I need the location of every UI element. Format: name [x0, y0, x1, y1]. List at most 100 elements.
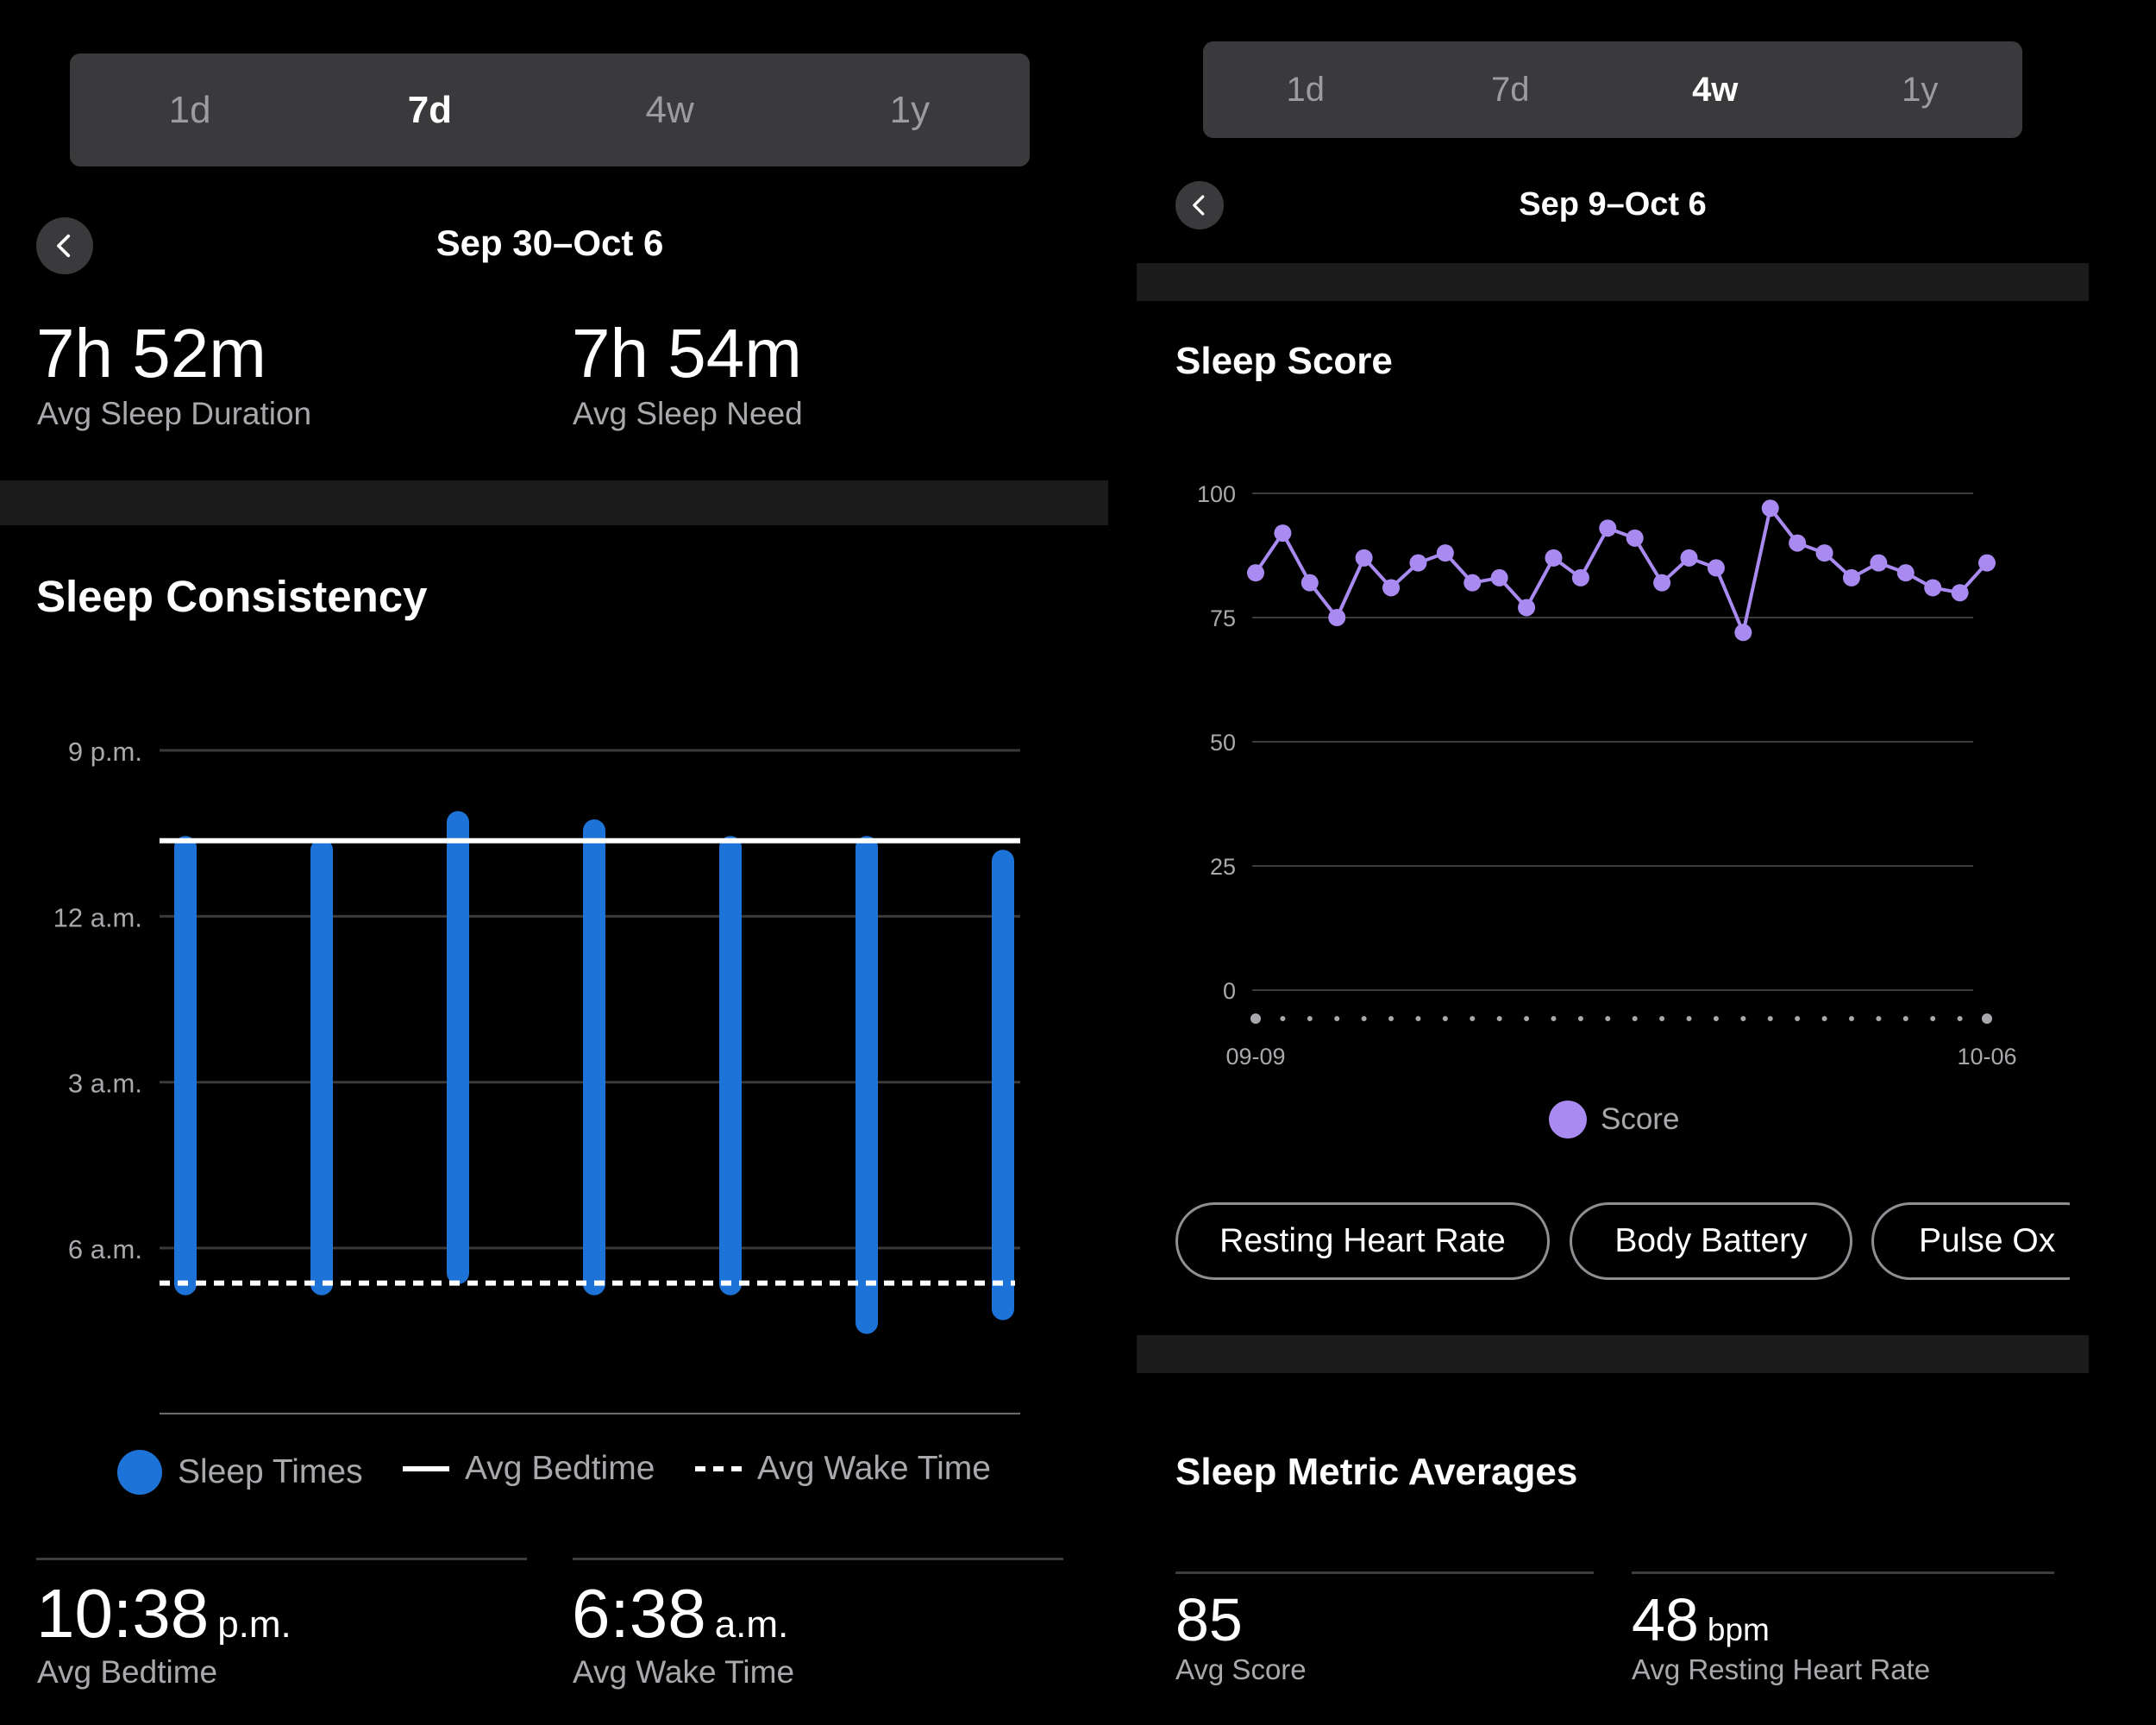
x-tick-dot — [1686, 1016, 1692, 1021]
score-point — [1734, 624, 1752, 642]
filter-pill-resting-heart-rate[interactable]: Resting Heart Rate — [1175, 1202, 1550, 1280]
right-panel: 1d 7d 4w 1y Sep 9–Oct 6 Sleep Score 0 25 5… — [1137, 0, 2156, 1725]
tab-1d[interactable]: 1d — [1286, 70, 1326, 109]
x-tick-dot — [1713, 1016, 1719, 1021]
legend-label: Avg Bedtime — [465, 1450, 655, 1487]
score-point — [1896, 564, 1915, 582]
score-point — [1924, 579, 1942, 597]
filter-pill-body-battery[interactable]: Body Battery — [1570, 1202, 1852, 1280]
avg-sleep-duration-value: 7h 52m — [36, 315, 266, 392]
legend-avg-bedtime: Avg Bedtime — [403, 1450, 655, 1488]
x-tick-dot — [1307, 1016, 1313, 1021]
tab-4w[interactable]: 4w — [645, 88, 694, 131]
chevron-left-icon — [57, 234, 71, 258]
date-range: Sep 9–Oct 6 — [1519, 186, 1707, 223]
tab-7d[interactable]: 7d — [1491, 70, 1530, 109]
sleep-score-chart: 0 25 50 75 100 09-09 10-06 — [1197, 481, 2017, 1070]
avg-sleep-need-label: Avg Sleep Need — [573, 396, 803, 431]
x-tick-dot — [1902, 1016, 1908, 1021]
score-point — [1409, 554, 1427, 572]
legend-swatch-dot — [117, 1450, 162, 1495]
score-point — [1463, 574, 1482, 592]
section-title: Sleep Score — [1175, 340, 1393, 382]
avg-bedtime-value: 10:38 p.m. — [36, 1574, 291, 1653]
x-tick-dot — [1442, 1016, 1448, 1021]
back-button[interactable] — [1175, 181, 1224, 229]
x-tick-dot — [1496, 1016, 1502, 1021]
x-tick-dot — [1821, 1016, 1827, 1021]
avg-bedtime-unit: p.m. — [217, 1603, 291, 1646]
y-tick-label: 9 p.m. — [68, 737, 142, 767]
avg-sleep-duration-label: Avg Sleep Duration — [37, 396, 312, 431]
legend-score: Score — [1549, 1101, 1679, 1138]
x-tick-dot — [1957, 1016, 1963, 1021]
date-range: Sep 30–Oct 6 — [436, 223, 664, 263]
score-line — [1254, 506, 1989, 635]
score-point — [1789, 534, 1807, 552]
score-point — [1274, 524, 1292, 543]
avg-wake-time-time: 6:38 — [572, 1575, 706, 1652]
divider-line — [36, 1558, 527, 1560]
y-tick-label: 12 a.m. — [53, 902, 142, 932]
tab-1y[interactable]: 1y — [889, 88, 931, 131]
y-tick-label: 50 — [1210, 730, 1236, 756]
tab-4w[interactable]: 4w — [1692, 70, 1739, 109]
section-title: Sleep Consistency — [36, 572, 428, 621]
x-tick-dot — [1982, 1013, 1992, 1024]
x-tick-label: 09-09 — [1225, 1044, 1285, 1070]
y-tick-label: 25 — [1210, 854, 1236, 880]
legend-swatch-dashed — [695, 1466, 742, 1471]
sleep-consistency-chart: 9 p.m.12 a.m.3 a.m.6 a.m.09-3010-06 — [53, 737, 1020, 1414]
avg-wake-time-value: 6:38 a.m. — [572, 1574, 788, 1653]
score-point — [1490, 568, 1508, 586]
avg-resting-heart-rate-unit: bpm — [1707, 1612, 1770, 1647]
avg-bedtime-time: 10:38 — [36, 1575, 210, 1652]
score-point — [1978, 554, 1996, 572]
score-point — [1436, 544, 1454, 562]
x-tick-dot — [1659, 1016, 1665, 1021]
score-point — [1761, 499, 1779, 518]
x-tick-dot — [1388, 1016, 1395, 1021]
score-point — [1653, 574, 1671, 592]
x-tick-dot — [1280, 1016, 1286, 1021]
metrics-title: Sleep Metric Averages — [1175, 1451, 1578, 1493]
avg-score-value: 85 — [1175, 1585, 1243, 1654]
avg-wake-time-unit: a.m. — [714, 1603, 789, 1646]
left-panel: 1d 7d 4w 1y Sep 30–Oct 6 7h 52m Avg Slee… — [0, 53, 1108, 1690]
x-tick-dot — [1767, 1016, 1773, 1021]
tab-7d[interactable]: 7d — [407, 88, 453, 131]
x-tick-dot — [1795, 1016, 1801, 1021]
x-tick-dot — [1632, 1016, 1638, 1021]
avg-resting-heart-rate-number: 48 — [1632, 1586, 1699, 1653]
chevron-left-icon — [1193, 195, 1205, 216]
y-tick-label: 100 — [1197, 481, 1236, 507]
filter-pill-pulse-ox[interactable]: Pulse Ox — [1871, 1202, 2070, 1280]
x-tick-dot — [1250, 1013, 1261, 1024]
y-tick-label: 0 — [1223, 978, 1236, 1004]
score-point — [1870, 554, 1888, 572]
x-tick-dot — [1577, 1016, 1583, 1021]
score-point — [1300, 574, 1319, 592]
x-tick-dot — [1524, 1016, 1530, 1021]
y-tick-label: 6 a.m. — [68, 1234, 142, 1264]
tab-1d[interactable]: 1d — [168, 88, 211, 131]
legend-sleep-times: Sleep Times — [117, 1450, 363, 1495]
legend-swatch-dot — [1549, 1101, 1587, 1138]
legend-avg-wake-time: Avg Wake Time — [695, 1450, 991, 1488]
section-divider — [0, 480, 1108, 525]
y-tick-label: 3 a.m. — [68, 1069, 142, 1099]
section-divider — [1137, 1335, 2089, 1373]
section-divider — [1137, 263, 2089, 301]
legend-label: Sleep Times — [178, 1453, 363, 1490]
avg-score-label: Avg Score — [1175, 1653, 1307, 1685]
legend-label: Avg Wake Time — [757, 1450, 991, 1487]
score-point — [1599, 519, 1617, 537]
avg-score-number: 85 — [1175, 1586, 1243, 1653]
score-point — [1626, 529, 1644, 547]
tab-1y[interactable]: 1y — [1902, 70, 1939, 109]
score-point — [1951, 584, 1969, 602]
x-tick-dot — [1334, 1016, 1340, 1021]
x-tick-dot — [1361, 1016, 1367, 1021]
back-button[interactable] — [36, 217, 93, 274]
avg-resting-heart-rate-value: 48 bpm — [1632, 1585, 1770, 1654]
